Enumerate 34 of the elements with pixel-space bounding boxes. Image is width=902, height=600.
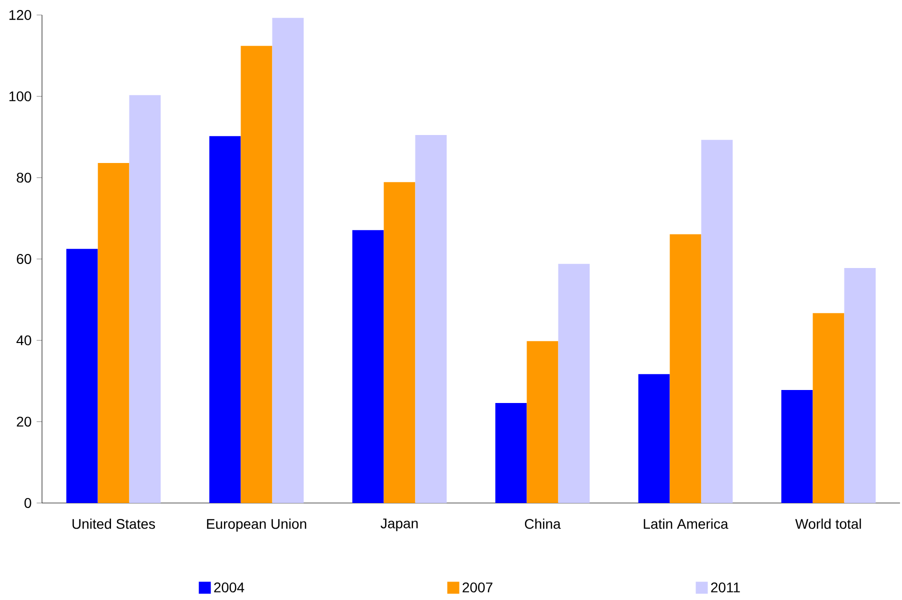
bar	[98, 163, 130, 504]
bar	[638, 374, 670, 504]
x-tick-label: United States	[72, 518, 155, 529]
bar	[781, 390, 813, 504]
bar	[526, 341, 558, 504]
y-tick-label: 120	[9, 10, 32, 20]
bar	[129, 95, 161, 504]
legend-label: 2011	[711, 582, 740, 592]
x-tick-label: Latin America	[644, 518, 728, 529]
y-tick-label: 40	[16, 335, 32, 346]
y-tick-label: 20	[16, 416, 32, 427]
legend-label: 2004	[214, 582, 244, 592]
y-tick-label: 60	[16, 254, 32, 264]
bar	[495, 402, 527, 504]
bar	[272, 18, 304, 504]
bar	[209, 136, 241, 504]
bar	[352, 230, 384, 504]
bar	[66, 248, 98, 504]
bar	[844, 268, 876, 504]
bar	[812, 313, 844, 504]
x-tick-label: China	[524, 518, 561, 529]
bar	[240, 46, 272, 504]
bar	[701, 140, 733, 504]
y-tick-label: 80	[16, 172, 32, 183]
x-tick-label: European Union	[207, 518, 306, 532]
bar	[670, 234, 702, 504]
x-tick-label: World total	[795, 518, 861, 529]
x-tick-label: Japan	[380, 518, 418, 532]
bar	[558, 264, 590, 504]
bar	[384, 182, 416, 504]
y-tick-label: 100	[9, 91, 32, 102]
bar	[415, 134, 447, 504]
legend-label: 2007	[462, 582, 492, 592]
y-tick-label: 0	[24, 498, 32, 508]
